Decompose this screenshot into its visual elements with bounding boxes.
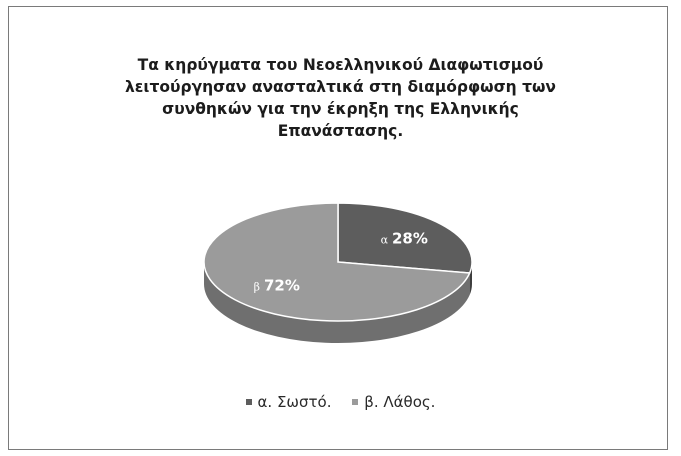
- pie-label-0: α 28%: [381, 230, 428, 248]
- pie-label-letter: α: [381, 234, 389, 247]
- legend-swatch-a: [245, 398, 252, 405]
- legend-label-a: α. Σωστό.: [257, 393, 332, 411]
- chart-title: Τα κηρύγματα του Νεοελληνικού Διαφωτισμο…: [0, 54, 681, 142]
- pie-label-1: β 72%: [254, 276, 300, 294]
- legend-swatch-b: [352, 398, 359, 405]
- pie-slice-side-1: [204, 262, 470, 344]
- pie-label-value: 28%: [392, 230, 428, 248]
- chart-title-line: Τα κηρύγματα του Νεοελληνικού Διαφωτισμο…: [137, 56, 544, 74]
- legend-label-b: β. Λάθος.: [364, 393, 436, 411]
- legend-item-a: α. Σωστό.: [245, 393, 332, 411]
- pie-slice-0: [337, 202, 473, 274]
- chart-legend: α. Σωστό. β. Λάθος.: [0, 393, 681, 411]
- pie-slice-1: [203, 202, 471, 322]
- pie-label-value: 72%: [264, 276, 300, 294]
- chart-title-line: λειτούργησαν ανασταλτικά στη διαμόρφωση …: [124, 78, 556, 96]
- pie-label-letter: β: [254, 280, 260, 293]
- chart-title-line: συνθηκών για την έκρηξη της Ελληνικής: [162, 100, 519, 118]
- chart-title-line: Επανάστασης.: [277, 122, 404, 140]
- legend-item-b: β. Λάθος.: [352, 393, 435, 411]
